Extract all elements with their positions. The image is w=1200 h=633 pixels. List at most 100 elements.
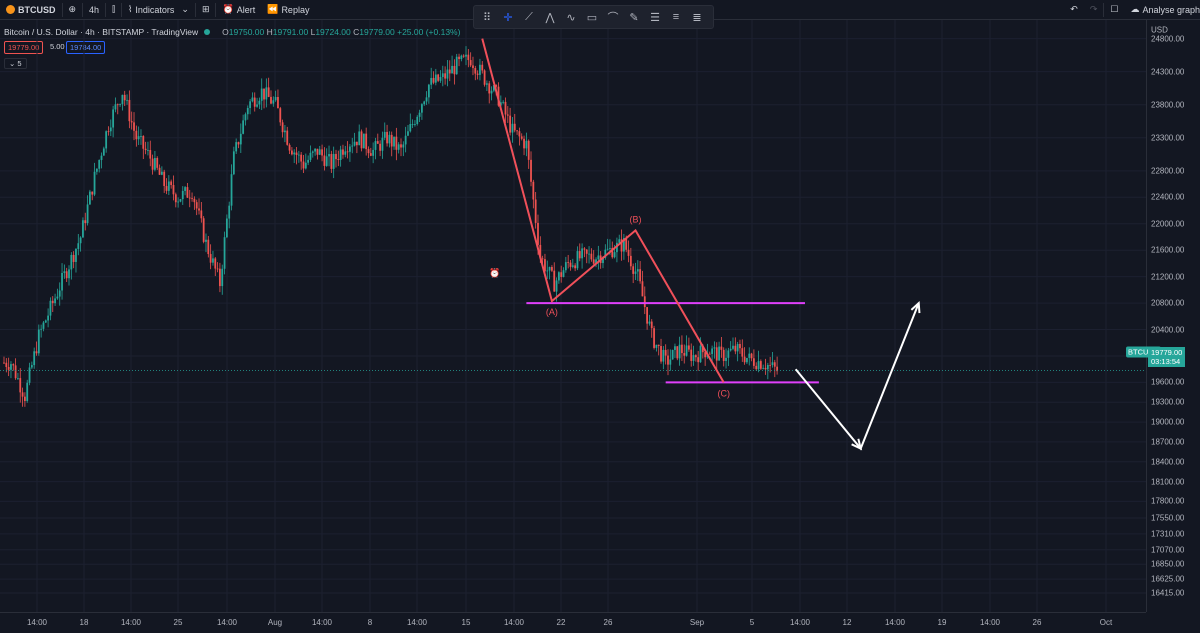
candle-body [490,90,493,94]
settings-lines-icon[interactable]: ≣ [692,11,702,24]
price-chart[interactable]: (A) (B) (C) [0,20,1146,612]
candle-body [511,123,514,133]
candle-body [323,155,326,166]
wave-zigzag-line [481,38,725,383]
layouts-button[interactable]: ⊞ [196,0,216,19]
candle-body [523,138,525,149]
candle-body [212,258,214,263]
candle-body [379,143,382,151]
sell-price-box[interactable]: 19779.00 [4,41,44,54]
trend-line-icon[interactable]: ⟋ [525,10,533,23]
candle-body [33,351,36,366]
candle-body [671,349,674,360]
candle-body [492,85,495,91]
candle-body [47,315,50,321]
price-tick: 20800.00 [1151,298,1185,308]
chart-legend: Bitcoin / U.S. Dollar · 4h · BITSTAMP · … [4,27,460,37]
chart-type-button[interactable]: ⫿ [106,0,121,19]
alarm-clock-icon[interactable]: ⏰ [489,268,501,278]
brush-icon[interactable]: ⌒ [607,12,619,24]
candle-body [321,149,323,156]
compare-button[interactable]: ⊕ [63,0,83,19]
grid-icon: ⊞ [201,4,210,14]
time-tick: 26 [603,618,613,627]
candle-body [713,347,716,349]
undo-button[interactable]: ↶ [1064,0,1084,19]
candle-body [455,56,458,75]
candle-body [123,94,126,101]
candle-body [188,197,191,199]
drag-handle-icon[interactable]: ⠿ [482,11,492,24]
candle-body [632,266,635,274]
pattern-icon[interactable]: ⋀ [545,11,555,24]
symbol-search[interactable]: BTCUSD [0,0,62,19]
path-icon[interactable]: ∿ [566,11,576,24]
candle-body [506,114,509,116]
candle-body [214,258,217,269]
price-tick: 22800.00 [1151,166,1185,176]
candle-body [316,148,319,155]
candle-body [37,329,40,354]
time-tick: 26 [1032,618,1042,627]
candle-body [516,130,518,132]
candle-body [381,137,384,151]
alert-button[interactable]: ⏰ Alert [216,0,261,19]
candle-body [107,131,110,133]
range-icon[interactable]: ☰ [650,11,660,24]
candle-body [467,54,470,61]
candle-body [170,181,173,186]
time-tick: 18 [79,618,89,627]
buy-price-box[interactable]: 19784.00 [66,41,106,54]
fullscreen-button[interactable]: ☐ [1104,0,1124,19]
candle-body [174,194,177,203]
candle-body [430,77,433,85]
candle-body [390,134,393,147]
indicators-button[interactable]: ⌇ Indicators ⌄ [122,0,195,19]
replay-button[interactable]: ⏪ Replay [261,0,315,19]
rewind-icon: ⏪ [267,4,279,14]
price-tick: 16850.00 [1151,559,1185,569]
candle-body [386,131,388,144]
candle-body [481,64,484,71]
long-position-icon[interactable]: ≡ [672,11,680,23]
chevron-down-icon: ⌄ [181,4,189,14]
candle-body [5,362,8,367]
candle-body [759,361,762,369]
rectangle-icon[interactable]: ▭ [586,11,598,24]
ohlc-values: O19750.00 H19791.00 L19724.00 C19779.00 … [222,27,460,37]
pencil-icon[interactable]: ✎ [629,11,639,24]
candle-body [351,145,354,147]
candle-body [504,101,507,115]
candle-body [648,321,651,324]
indicators-collapse-button[interactable]: ⌄ 5 [4,58,27,69]
indicators-icon: ⌇ [127,4,133,14]
candle-body [525,140,528,149]
candle-body [137,136,140,140]
candle-body [530,159,532,182]
candle-body [191,198,193,199]
candle-body [56,296,59,299]
candle-body [263,88,265,100]
spread-value: 5.00 [50,42,65,51]
time-axis[interactable]: 14:00 18 14:00 25 14:00 Aug 14:00 8 14:00 15 14:00… [0,612,1146,633]
toolbar-divider [82,2,84,17]
interval-button[interactable]: 4h [83,0,105,19]
candle-body [63,271,66,273]
candle-body [520,136,523,139]
current-price-tag: 19779.00 03:13:54 [1148,347,1186,367]
candle-body [165,185,168,191]
candle-body [620,239,623,252]
candle-body [414,123,416,125]
candle-body [604,249,607,258]
analyse-button[interactable]: ☁ Analyse graph [1124,0,1200,19]
candle-body [465,54,467,57]
candle-body [288,144,291,151]
candle-body [574,265,577,269]
time-tick: 5 [749,618,755,627]
candle-body [595,259,597,264]
candle-body [476,73,479,75]
crosshair-icon[interactable]: ✛ [503,11,513,24]
redo-button[interactable]: ↷ [1084,0,1104,19]
price-axis[interactable]: USD 24800.00 24300.00 23800.00 23300.00 2280… [1146,20,1200,612]
time-tick: 14:00 [884,618,906,627]
